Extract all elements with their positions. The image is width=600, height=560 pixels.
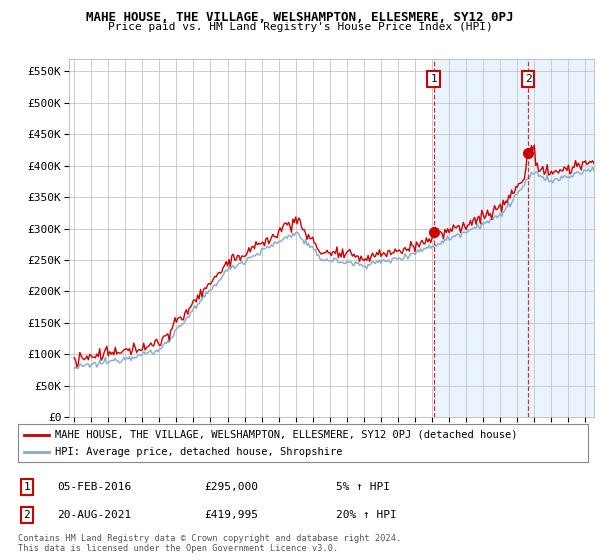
Text: HPI: Average price, detached house, Shropshire: HPI: Average price, detached house, Shro… (55, 447, 343, 458)
Text: MAHE HOUSE, THE VILLAGE, WELSHAMPTON, ELLESMERE, SY12 0PJ (detached house): MAHE HOUSE, THE VILLAGE, WELSHAMPTON, EL… (55, 430, 518, 440)
Text: 1: 1 (430, 74, 437, 84)
Text: 1: 1 (23, 482, 31, 492)
Text: Contains HM Land Registry data © Crown copyright and database right 2024.
This d: Contains HM Land Registry data © Crown c… (18, 534, 401, 553)
Text: £295,000: £295,000 (204, 482, 258, 492)
Text: Price paid vs. HM Land Registry's House Price Index (HPI): Price paid vs. HM Land Registry's House … (107, 22, 493, 32)
Text: 20-AUG-2021: 20-AUG-2021 (57, 510, 131, 520)
Bar (434, 59, 594, 417)
Text: 5% ↑ HPI: 5% ↑ HPI (336, 482, 390, 492)
Text: 2: 2 (23, 510, 31, 520)
Text: MAHE HOUSE, THE VILLAGE, WELSHAMPTON, ELLESMERE, SY12 0PJ: MAHE HOUSE, THE VILLAGE, WELSHAMPTON, EL… (86, 11, 514, 24)
Text: 05-FEB-2016: 05-FEB-2016 (57, 482, 131, 492)
Text: £419,995: £419,995 (204, 510, 258, 520)
Text: 2: 2 (524, 74, 532, 84)
Text: 20% ↑ HPI: 20% ↑ HPI (336, 510, 397, 520)
